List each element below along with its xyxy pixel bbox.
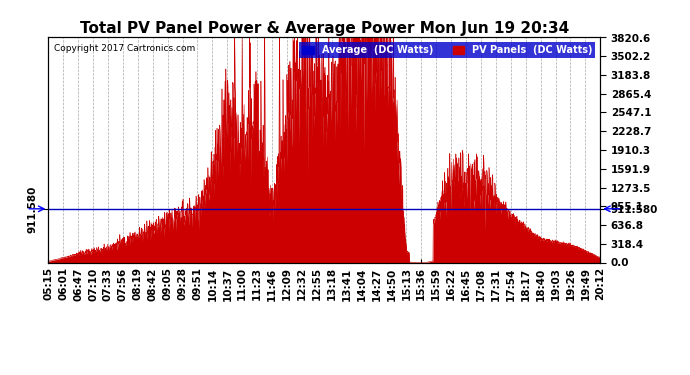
Title: Total PV Panel Power & Average Power Mon Jun 19 20:34: Total PV Panel Power & Average Power Mon… xyxy=(79,21,569,36)
Text: Copyright 2017 Cartronics.com: Copyright 2017 Cartronics.com xyxy=(54,44,195,53)
Legend: Average  (DC Watts), PV Panels  (DC Watts): Average (DC Watts), PV Panels (DC Watts) xyxy=(299,42,595,58)
